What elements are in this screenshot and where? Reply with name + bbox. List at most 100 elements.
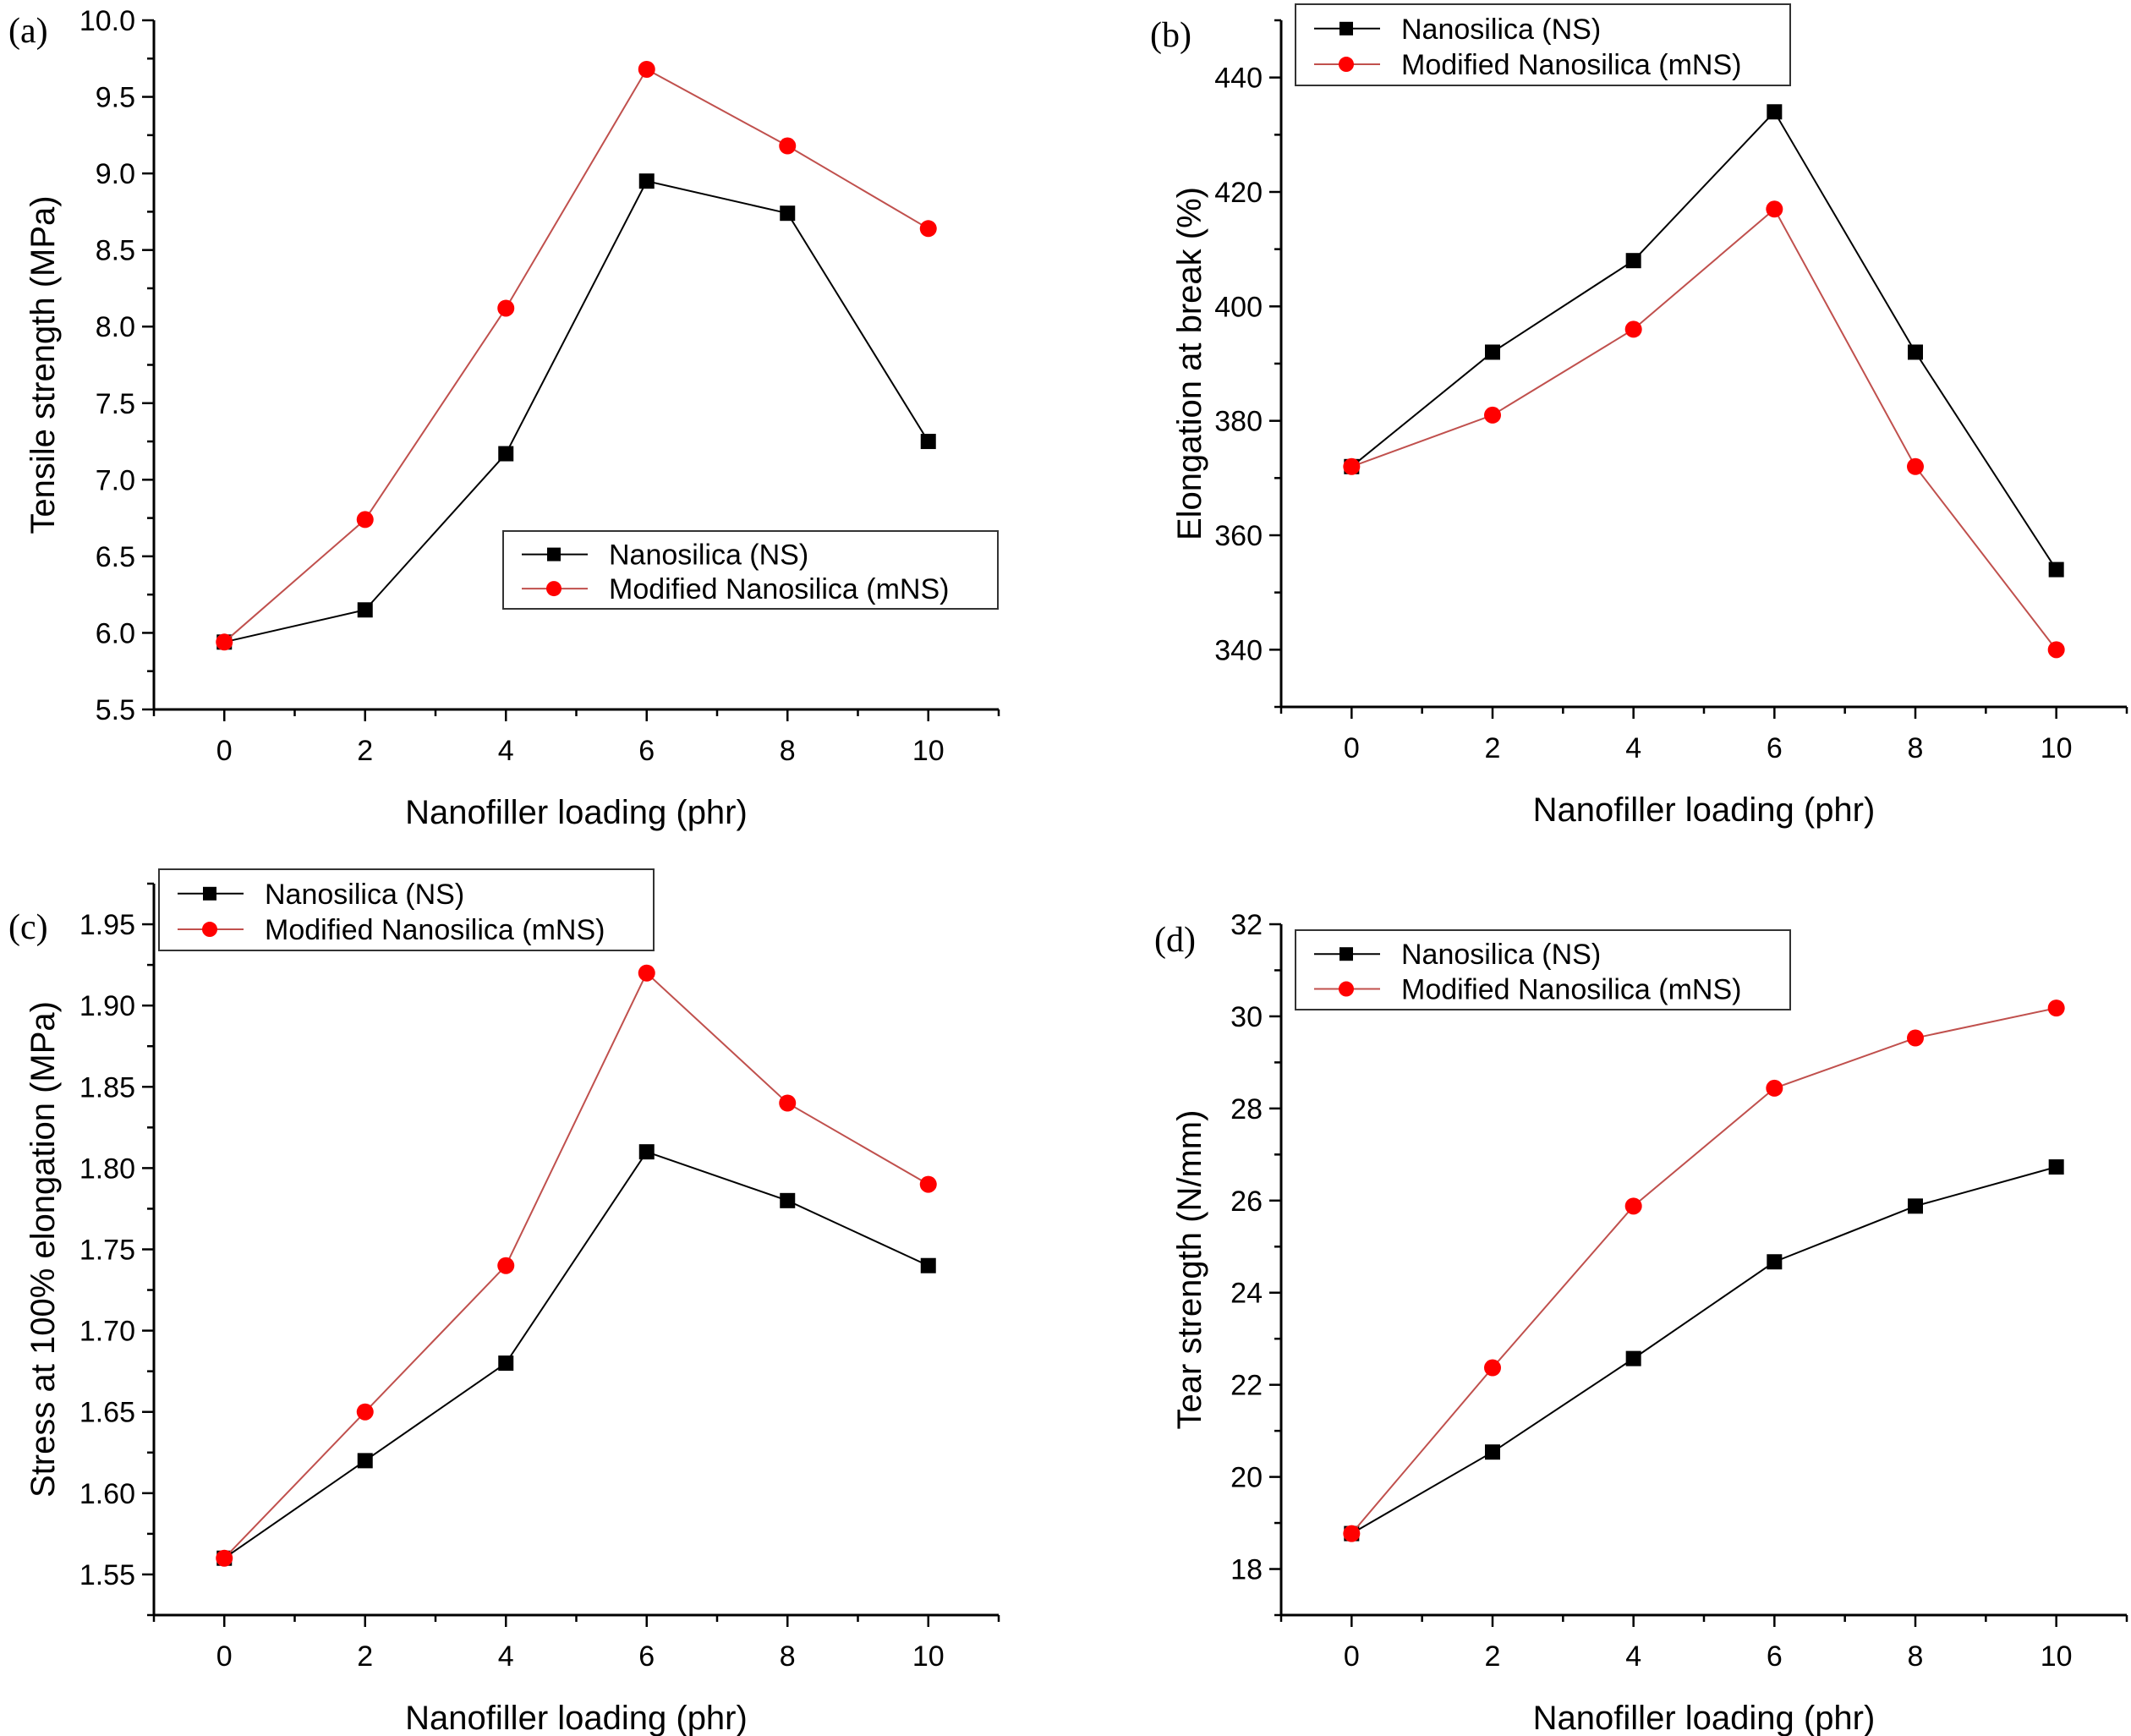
data-point-square bbox=[920, 434, 936, 450]
legend-marker-square bbox=[203, 886, 216, 901]
data-point-square bbox=[1767, 104, 1783, 120]
data-point-circle bbox=[1343, 1525, 1361, 1542]
data-point-circle bbox=[779, 1094, 797, 1112]
chart-panel-c: 0 2 4 6 8 10 1.55 1.60 1.65 1.70 1.75 1.80 1.85 1.90 1… bbox=[8, 868, 1000, 1736]
legend-marker-circle bbox=[546, 581, 562, 597]
legend-box bbox=[502, 530, 999, 610]
data-point-square bbox=[638, 173, 655, 189]
series-line bbox=[223, 68, 929, 643]
legend-box bbox=[1295, 3, 1791, 86]
y-tick-label: 420 bbox=[1214, 177, 1263, 209]
series-line bbox=[1350, 110, 2057, 571]
data-point-square bbox=[1625, 253, 1641, 269]
legend-marker-circle bbox=[1339, 981, 1354, 997]
x-tick-label: 2 bbox=[1485, 732, 1501, 764]
data-point-circle bbox=[497, 299, 515, 317]
x-tick-label: 2 bbox=[357, 735, 373, 767]
data-point-square bbox=[1908, 1198, 1923, 1214]
data-point-circle bbox=[1624, 1197, 1642, 1215]
y-tick-label: 380 bbox=[1214, 406, 1263, 438]
legend-label: Modified Nanosilica (mNS) bbox=[265, 914, 605, 946]
x-tick-label: 4 bbox=[1625, 732, 1641, 764]
series-mns bbox=[1343, 999, 2065, 1542]
data-point-circle bbox=[638, 964, 655, 982]
data-point-circle bbox=[497, 1257, 515, 1274]
y-tick-label: 9.5 bbox=[96, 82, 135, 114]
data-point-circle bbox=[1907, 457, 1924, 475]
series-line bbox=[1350, 1007, 2057, 1535]
y-tick-label: 6.0 bbox=[96, 617, 135, 649]
legend-marker-square bbox=[1339, 21, 1353, 36]
x-tick-label: 8 bbox=[1908, 732, 1924, 764]
y-tick-label: 1.70 bbox=[79, 1316, 135, 1348]
series-ns bbox=[216, 1144, 936, 1566]
x-tick-label: 0 bbox=[1344, 1640, 1360, 1673]
legend-label: Modified Nanosilica (mNS) bbox=[1401, 974, 1741, 1006]
y-tick-label: 360 bbox=[1214, 520, 1263, 552]
legend-label: Nanosilica (NS) bbox=[609, 539, 808, 572]
x-tick-label: 8 bbox=[780, 735, 796, 767]
y-tick-label: 20 bbox=[1230, 1462, 1263, 1494]
y-tick-label: 1.85 bbox=[79, 1071, 135, 1103]
x-axis-label: Nanofiller loading (phr) bbox=[1533, 791, 1876, 829]
y-tick-label: 440 bbox=[1214, 63, 1263, 95]
data-point-circle bbox=[2047, 641, 2065, 659]
y-axis-label: Tensile strength (MPa) bbox=[25, 195, 62, 534]
legend-box bbox=[158, 868, 655, 951]
data-point-circle bbox=[1484, 1359, 1501, 1377]
y-tick-label: 26 bbox=[1230, 1186, 1263, 1218]
x-tick-label: 4 bbox=[498, 735, 514, 767]
y-tick-label: 1.75 bbox=[79, 1235, 135, 1267]
series-mns bbox=[216, 60, 937, 651]
series-mns bbox=[1343, 200, 2065, 659]
data-point-square bbox=[2048, 561, 2064, 578]
legend: Nanosilica (NS)Modified Nanosilica (mNS) bbox=[502, 530, 999, 610]
x-tick-label: 6 bbox=[1767, 732, 1783, 764]
data-point-square bbox=[780, 205, 796, 222]
data-point-square bbox=[498, 1355, 514, 1372]
y-tick-label: 8.0 bbox=[96, 311, 135, 343]
data-point-circle bbox=[356, 1403, 374, 1421]
y-axis-label: Tear strength (N/mm) bbox=[1171, 1110, 1208, 1430]
y-tick-label: 7.0 bbox=[96, 464, 135, 496]
panel-label: (c) bbox=[8, 908, 48, 947]
data-point-circle bbox=[1907, 1029, 1924, 1047]
data-point-square bbox=[357, 1453, 373, 1469]
y-tick-label: 6.5 bbox=[96, 541, 135, 573]
y-tick-label: 9.0 bbox=[96, 158, 135, 190]
chart-panel-b: 0 2 4 6 8 10 340 360 380 400 420 440 Nanofiller load… bbox=[1150, 3, 2128, 829]
y-tick-label: 1.55 bbox=[79, 1559, 135, 1591]
y-tick-label: 10.0 bbox=[79, 5, 135, 37]
data-point-circle bbox=[779, 137, 797, 155]
series-line bbox=[223, 1150, 929, 1559]
legend-label: Nanosilica (NS) bbox=[1401, 14, 1601, 46]
x-tick-label: 4 bbox=[1625, 1640, 1641, 1673]
data-point-square bbox=[2048, 1159, 2064, 1175]
y-tick-label: 30 bbox=[1230, 1001, 1263, 1033]
x-tick-label: 6 bbox=[638, 1640, 655, 1673]
x-axis-label: Nanofiller loading (phr) bbox=[405, 794, 748, 831]
data-point-square bbox=[1908, 344, 1923, 360]
data-point-square bbox=[498, 446, 514, 462]
chart-panel-a: 0 2 4 6 8 10 5.5 6.0 6.5 7.0 7.5 8.0 8.5 9.0 9.5 10.0 Na… bbox=[8, 5, 1000, 831]
y-tick-label: 1.95 bbox=[79, 909, 135, 941]
x-tick-label: 10 bbox=[912, 735, 945, 767]
data-point-square bbox=[1485, 1444, 1500, 1460]
data-point-square bbox=[638, 1144, 655, 1160]
data-point-square bbox=[1485, 344, 1500, 360]
x-tick-label: 10 bbox=[912, 1640, 945, 1673]
x-tick-label: 6 bbox=[1767, 1640, 1783, 1673]
data-point-circle bbox=[1766, 1079, 1783, 1097]
data-point-square bbox=[780, 1192, 796, 1208]
series-line bbox=[1350, 207, 2057, 650]
data-point-circle bbox=[2047, 999, 2065, 1017]
legend-label: Modified Nanosilica (mNS) bbox=[1401, 49, 1741, 81]
data-point-circle bbox=[216, 1549, 233, 1567]
legend-marker-square bbox=[1339, 947, 1353, 961]
y-axis-label: Stress at 100% elongation (MPa) bbox=[25, 1001, 62, 1498]
legend-label: Nanosilica (NS) bbox=[1401, 939, 1601, 971]
x-tick-label: 8 bbox=[1908, 1640, 1924, 1673]
series-line bbox=[224, 180, 929, 643]
legend-label: Nanosilica (NS) bbox=[265, 879, 464, 911]
